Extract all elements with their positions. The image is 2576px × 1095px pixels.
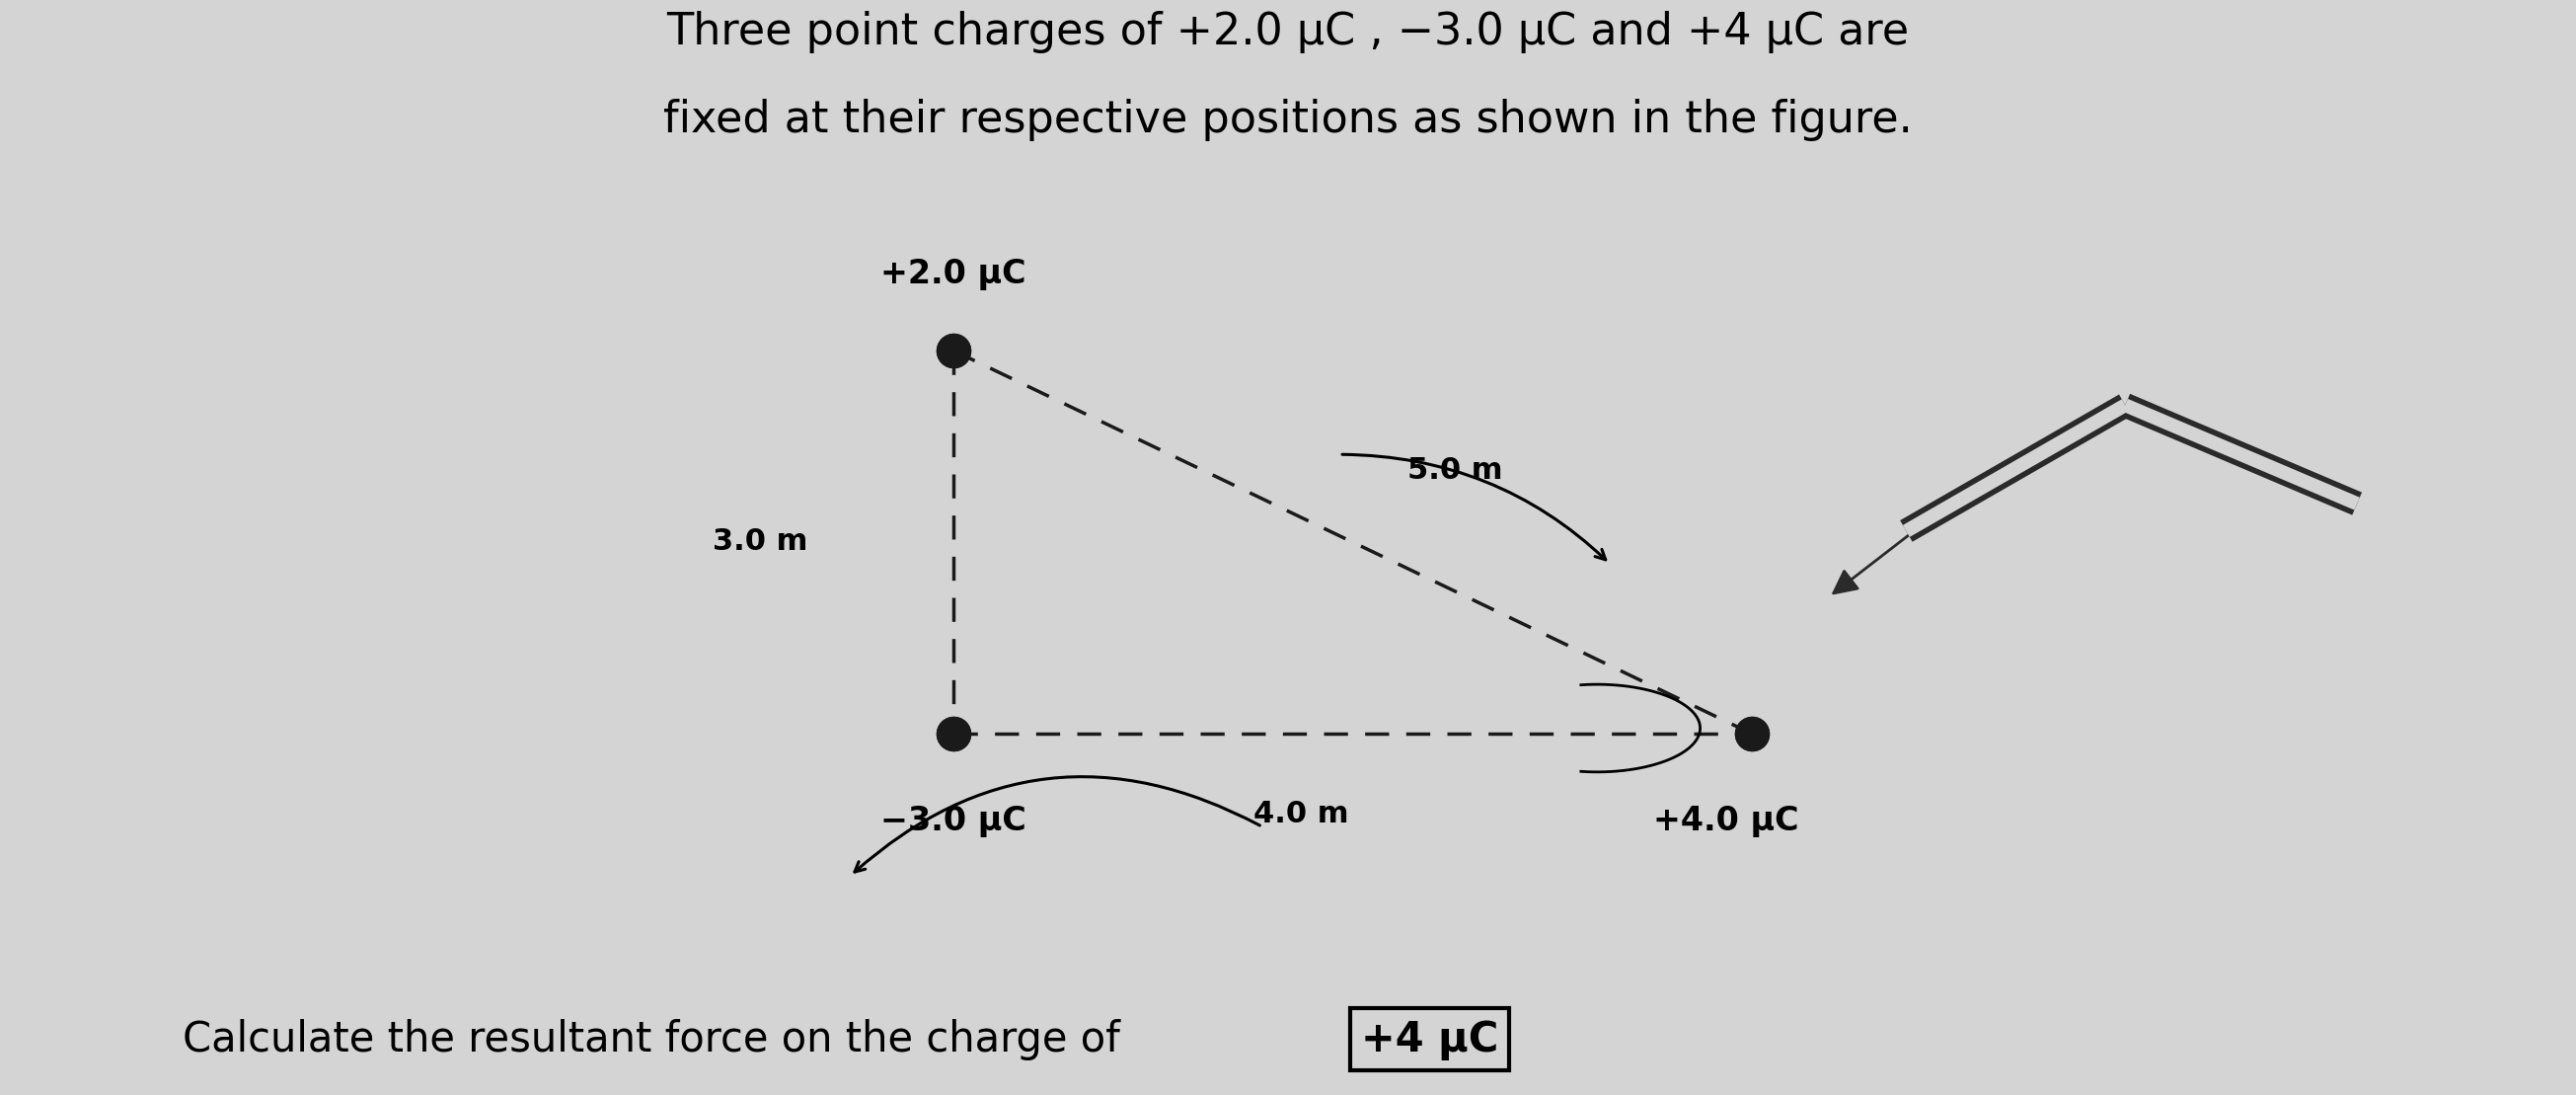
Point: [933, 342, 974, 359]
Text: −3.0 μC: −3.0 μC: [881, 805, 1025, 838]
Point: [933, 725, 974, 742]
Point: [933, 725, 974, 742]
Text: +4 μC: +4 μC: [1360, 1018, 1499, 1060]
Point: [933, 342, 974, 359]
Text: fixed at their respective positions as shown in the figure.: fixed at their respective positions as s…: [665, 99, 1911, 141]
Text: 4.0 m: 4.0 m: [1255, 799, 1347, 828]
Text: Calculate the resultant force on the charge of: Calculate the resultant force on the cha…: [183, 1018, 1133, 1060]
Text: Three point charges of +2.0 μC , −3.0 μC and +4 μC are: Three point charges of +2.0 μC , −3.0 μC…: [667, 11, 1909, 54]
Text: 5.0 m: 5.0 m: [1409, 457, 1502, 485]
Text: +2.0 μC: +2.0 μC: [881, 257, 1025, 290]
Point: [1731, 725, 1772, 742]
Point: [1731, 725, 1772, 742]
Text: +4.0 μC: +4.0 μC: [1654, 805, 1798, 838]
Text: 3.0 m: 3.0 m: [714, 528, 806, 556]
